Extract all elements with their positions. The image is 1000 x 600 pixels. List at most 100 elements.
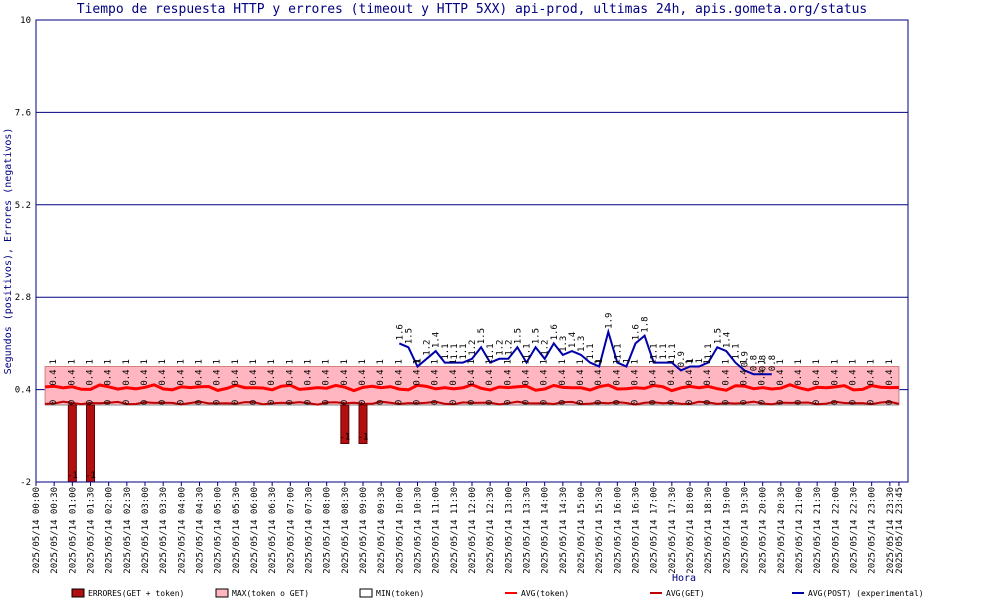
error-bar [358, 404, 368, 444]
avg-get-data-label: 0 [885, 400, 895, 405]
x-tick-label: 2025/05/14 15:30 [595, 487, 605, 574]
max-data-label: 1 [522, 359, 532, 364]
post-data-label: 1.8 [641, 316, 651, 332]
avg-token-data-label: 0.4 [631, 369, 641, 385]
x-axis-label: Hora [672, 573, 696, 584]
avg-token-data-label: 0.4 [176, 369, 186, 385]
avg-token-data-label: 0.4 [67, 369, 77, 385]
avg-get-data-label: 0 [576, 400, 586, 405]
max-data-label: 1 [158, 359, 168, 364]
avg-token-data-label: 0.4 [140, 369, 150, 385]
avg-get-data-label: 0 [140, 400, 150, 405]
x-tick-label: 2025/05/14 11:30 [450, 487, 460, 574]
avg-token-data-label: 0.4 [249, 369, 259, 385]
max-data-label: 1 [431, 359, 441, 364]
post-data-label: 1 [695, 358, 705, 363]
x-tick-label: 2025/05/14 22:00 [831, 487, 841, 574]
max-data-label: 1 [304, 359, 314, 364]
post-data-label: 1.2 [495, 340, 505, 356]
avg-token-data-label: 0.4 [340, 369, 350, 385]
legend-label: AVG(POST) (experimental) [808, 589, 924, 598]
y-tick-label: 0.4 [15, 386, 31, 396]
x-tick-label: 2025/05/14 09:30 [377, 487, 387, 574]
x-tick-label: 2025/05/14 23:45 [895, 487, 905, 574]
max-data-label: 1 [249, 359, 259, 364]
x-tick-label: 2025/05/14 04:30 [196, 487, 206, 574]
avg-token-data-label: 0.4 [267, 369, 277, 385]
x-tick-label: 2025/05/14 10:30 [414, 487, 424, 574]
avg-get-data-label: 0 [322, 400, 332, 405]
max-data-label: 1 [413, 359, 423, 364]
post-data-label: 1.2 [541, 340, 551, 356]
avg-get-data-label: 0 [830, 400, 840, 405]
max-data-label: 1 [849, 359, 859, 364]
plot-frame [35, 19, 909, 483]
avg-token-data-label: 0.4 [413, 369, 423, 385]
error-data-label: -1 [358, 433, 369, 443]
avg-token-data-label: 0.4 [431, 369, 441, 385]
max-data-label: 1 [67, 359, 77, 364]
max-data-label: 1 [540, 359, 550, 364]
max-data-label: 1 [86, 359, 96, 364]
x-tick-label: 2025/05/14 01:00 [68, 487, 78, 574]
avg-get-data-label: 0 [812, 400, 822, 405]
post-data-label: 1.6 [395, 324, 405, 340]
avg-token-data-label: 0.4 [158, 369, 168, 385]
max-data-label: 1 [449, 359, 459, 364]
x-tick-label: 2025/05/14 23:30 [886, 487, 896, 574]
post-data-label: 0.9 [741, 351, 751, 367]
post-data-label: 1.1 [659, 343, 669, 359]
avg-token-data-label: 0.4 [449, 369, 459, 385]
max-data-label: 1 [485, 359, 495, 364]
avg-get-data-label: 0 [522, 400, 532, 405]
max-data-label: 1 [776, 359, 786, 364]
avg-get-data-label: 0 [67, 400, 77, 405]
max-data-label: 1 [503, 359, 513, 364]
post-data-label: 1.1 [668, 343, 678, 359]
series-lines [45, 328, 900, 406]
max-data-label: 1 [812, 359, 822, 364]
x-tick-label: 2025/05/14 05:30 [232, 487, 242, 574]
y-tick-label: 10 [20, 16, 31, 26]
avg-token-data-label: 0.4 [576, 369, 586, 385]
avg-token-data-label: 0.4 [304, 369, 314, 385]
x-tick-label: 2025/05/14 03:30 [159, 487, 169, 574]
avg-token-data-label: 0.4 [612, 369, 622, 385]
avg-get-data-label: 0 [685, 400, 695, 405]
avg-token-data-label: 0.4 [849, 369, 859, 385]
avg-get-data-label: 0 [758, 400, 768, 405]
x-tick-label: 2025/05/14 05:00 [214, 487, 224, 574]
post-data-label: 0.9 [677, 351, 687, 367]
legend-label: AVG(token) [521, 589, 569, 598]
avg-get-data-label: 0 [449, 400, 459, 405]
x-tick-label: 2025/05/14 07:00 [286, 487, 296, 574]
avg-get-data-label: 0 [467, 400, 477, 405]
avg-get-data-label: 0 [667, 400, 677, 405]
max-data-label: 1 [758, 359, 768, 364]
x-tick-label: 2025/05/14 16:30 [632, 487, 642, 574]
max-data-label: 1 [740, 359, 750, 364]
x-tick-label: 2025/05/14 08:00 [323, 487, 333, 574]
x-tick-label: 2025/05/14 19:00 [722, 487, 732, 574]
avg-token-data-label: 0.4 [394, 369, 404, 385]
max-data-label: 1 [285, 359, 295, 364]
avg-token-data-label: 0.4 [703, 369, 713, 385]
avg-get-data-label: 0 [285, 400, 295, 405]
avg-get-data-label: 0 [794, 400, 804, 405]
avg-token-data-label: 0.4 [758, 369, 768, 385]
x-tick-label: 2025/05/14 14:00 [541, 487, 551, 574]
avg-get-data-label: 0 [394, 400, 404, 405]
post-data-label: 1.1 [486, 343, 496, 359]
avg-token-data-label: 0.4 [740, 369, 750, 385]
avg-get-data-label: 0 [867, 400, 877, 405]
avg-token-data-label: 0.4 [485, 369, 495, 385]
avg-get-data-label: 0 [431, 400, 441, 405]
x-tick-label: 2025/05/14 09:00 [359, 487, 369, 574]
legend-swatch [71, 588, 85, 598]
avg-get-data-label: 0 [776, 400, 786, 405]
avg-get-data-label: 0 [249, 400, 259, 405]
legend: ERRORES(GET + token) MAX(token o GET) MIN(… [71, 588, 924, 598]
x-tick-label: 2025/05/14 12:00 [468, 487, 478, 574]
y-tick-label: 5.2 [15, 201, 31, 211]
avg-get-data-label: 0 [485, 400, 495, 405]
